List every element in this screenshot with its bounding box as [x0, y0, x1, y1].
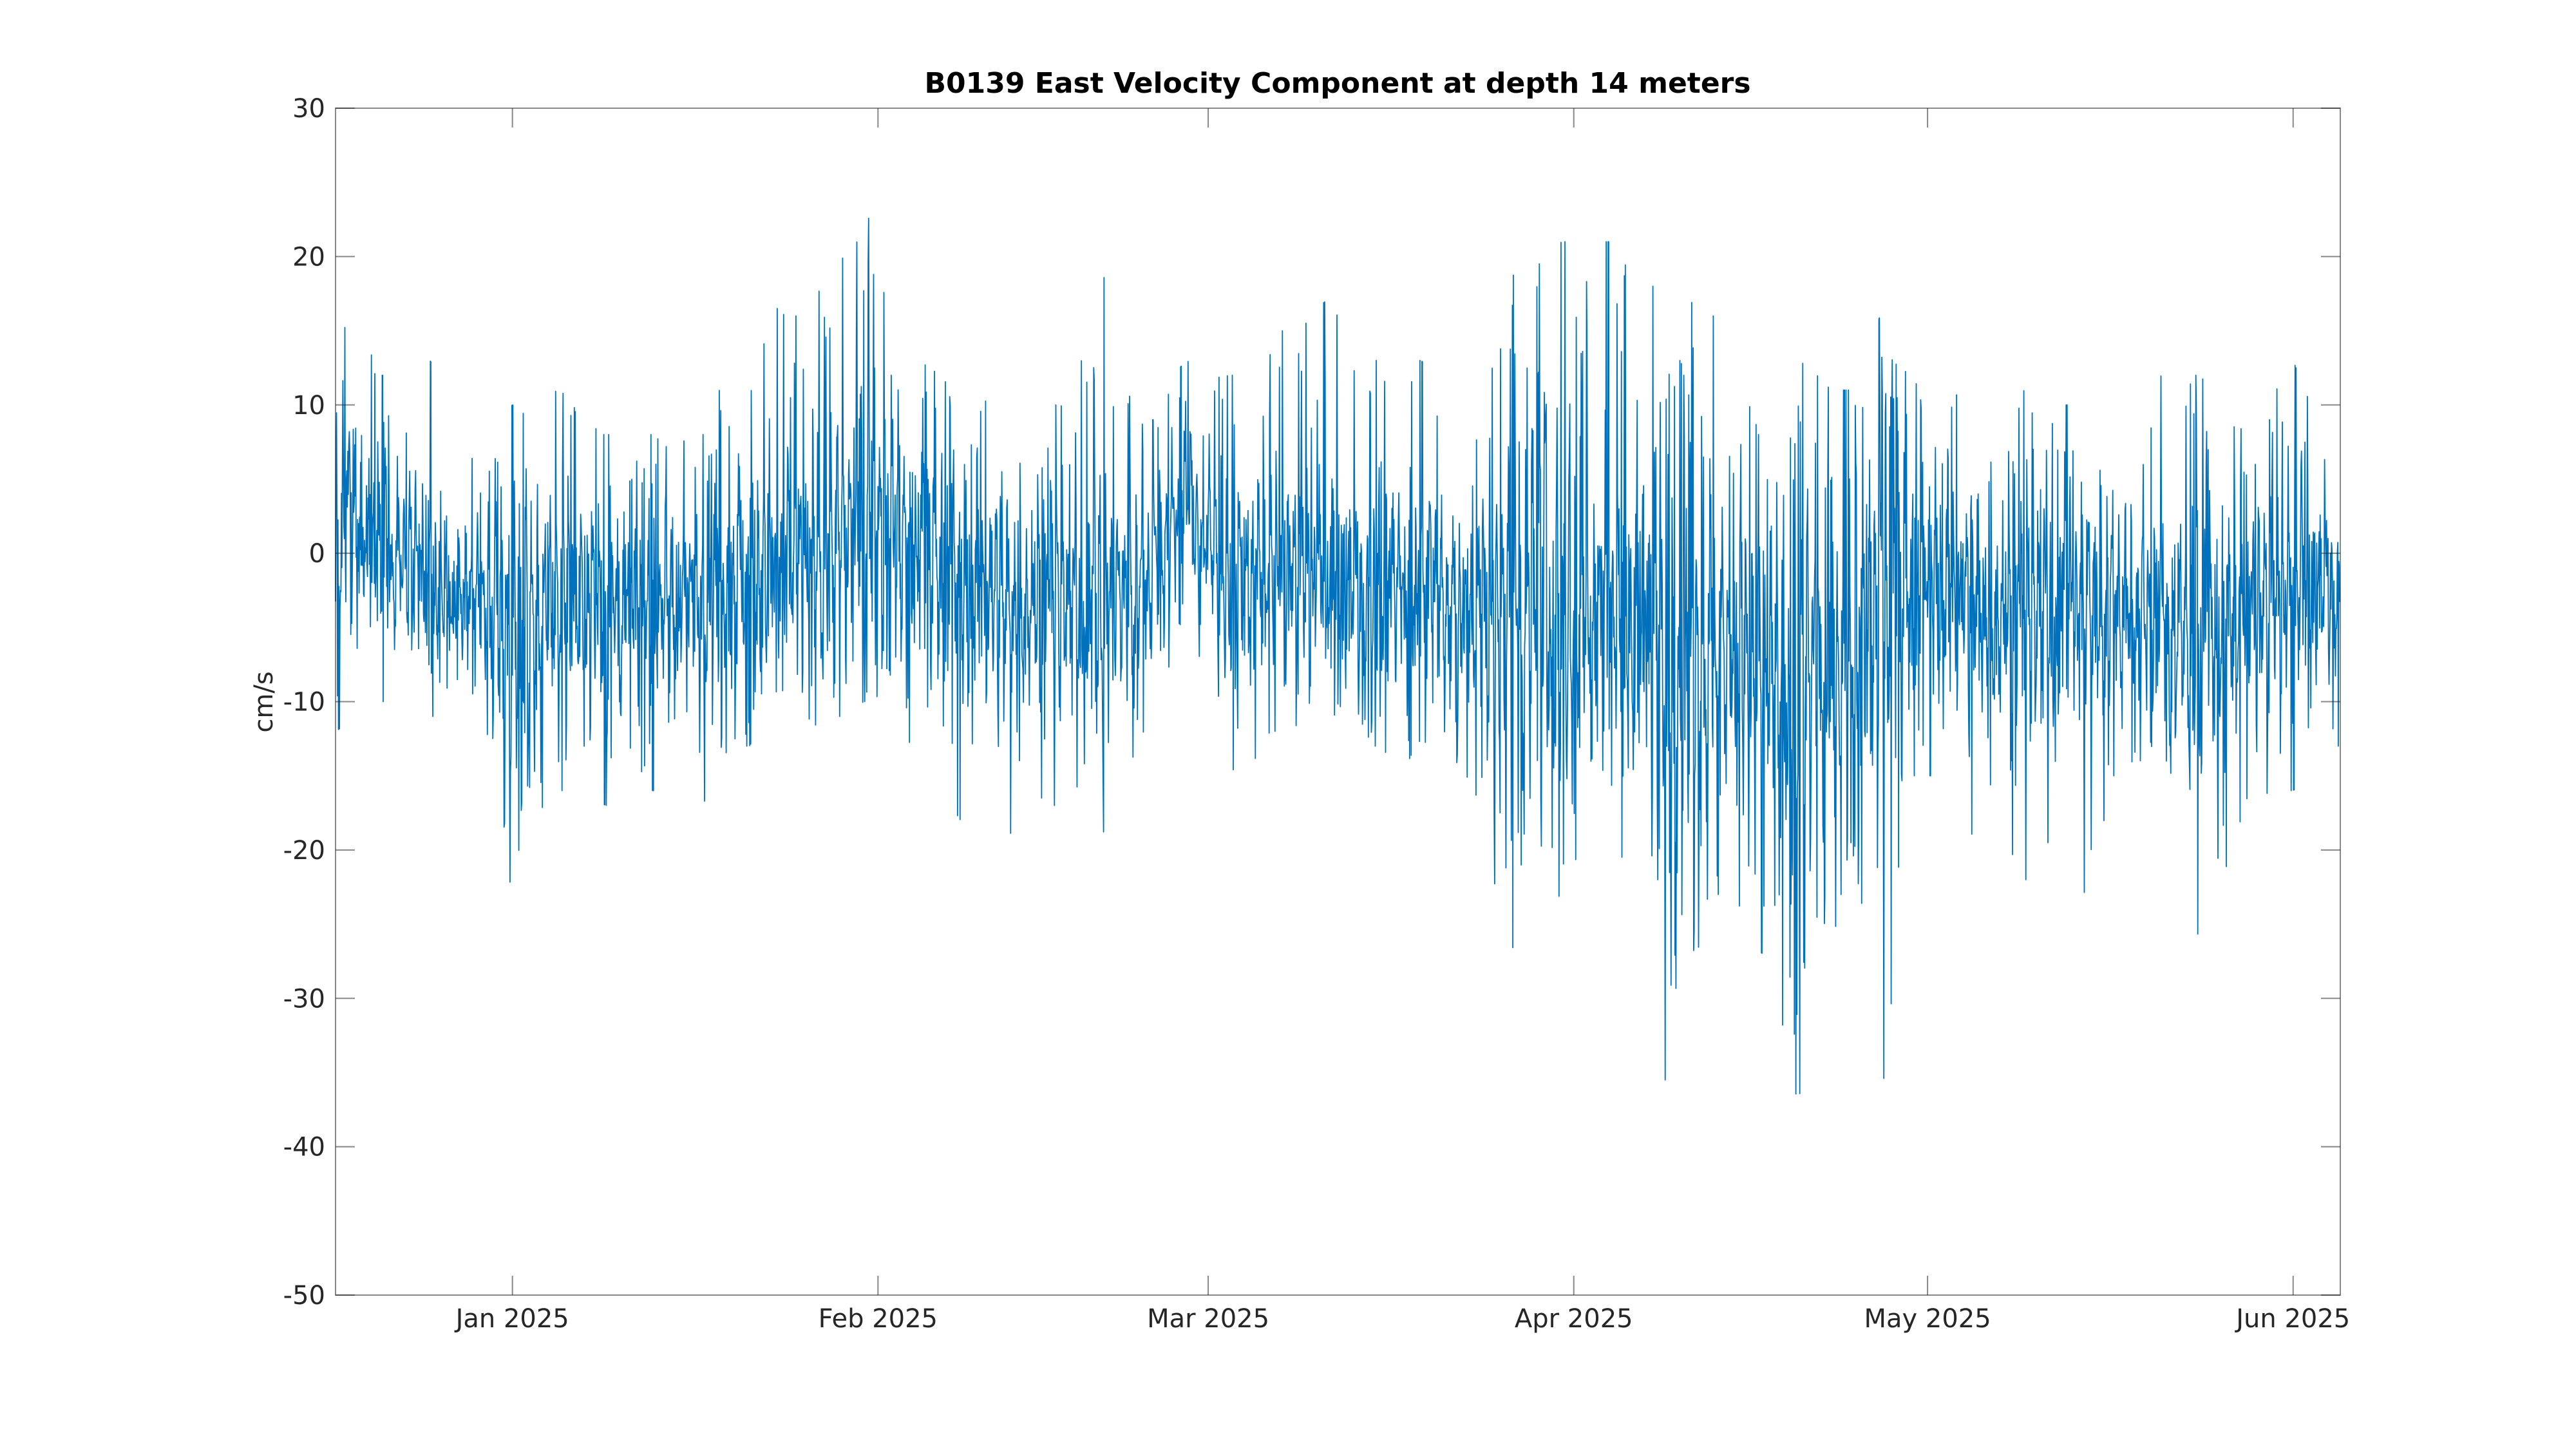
chart-title: B0139 East Velocity Component at depth 1…	[924, 67, 1750, 100]
x-axis-ticks: Jan 2025 Feb 2025 Mar 2025 Apr 2025 May 2025…	[454, 108, 2350, 1334]
y-tick-label: 30	[292, 94, 325, 124]
x-tick-label: Feb 2025	[819, 1304, 938, 1334]
x-tick-label: Jan 2025	[454, 1304, 569, 1334]
y-tick-label: 10	[292, 391, 325, 421]
y-tick-label: 0	[309, 539, 325, 569]
y-axis-ticks: 30 20 10 0 -10 -20 -30 -40 -50	[283, 94, 2340, 1311]
x-tick-label: Apr 2025	[1515, 1304, 1633, 1334]
y-tick-label: -30	[283, 984, 325, 1014]
y-tick-label: -40	[283, 1133, 325, 1162]
x-tick-label: Jun 2025	[2234, 1304, 2350, 1334]
y-tick-label: -10	[283, 688, 325, 717]
y-tick-label: -50	[283, 1281, 325, 1311]
x-tick-label: May 2025	[1864, 1304, 1991, 1334]
y-tick-label: -20	[283, 836, 325, 866]
plot-area-frame	[335, 108, 2341, 1296]
y-tick-label: 20	[292, 242, 325, 272]
x-tick-label: Mar 2025	[1147, 1304, 1269, 1334]
series-layer	[335, 217, 2341, 1095]
series-line-0	[335, 217, 2341, 1095]
y-axis-label: cm/s	[249, 671, 279, 732]
